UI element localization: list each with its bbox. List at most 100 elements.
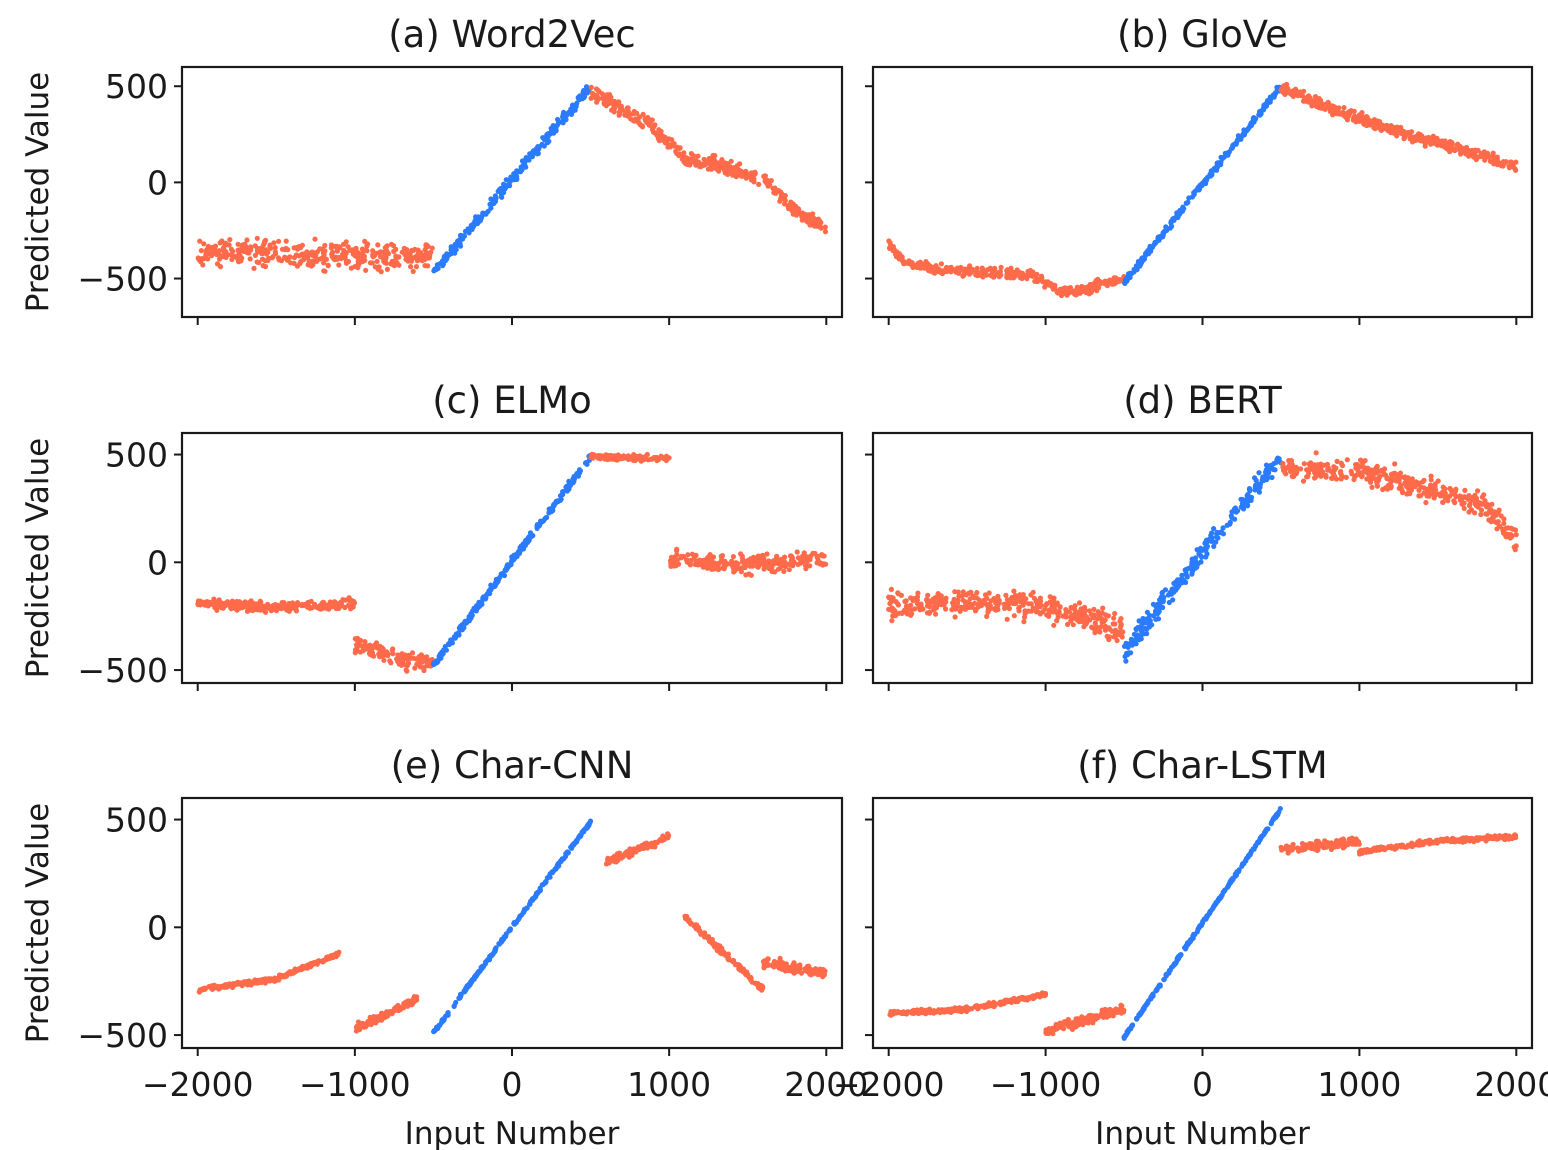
- data-point: [1184, 574, 1190, 580]
- data-point: [1440, 484, 1446, 490]
- data-point: [420, 665, 426, 671]
- data-point: [579, 829, 585, 835]
- data-point: [1166, 599, 1172, 606]
- data-point: [1167, 589, 1173, 595]
- data-point: [292, 966, 298, 972]
- data-point: [338, 255, 344, 261]
- data-point: [782, 201, 788, 207]
- data-point: [1287, 468, 1294, 474]
- data-point: [401, 661, 407, 668]
- series-3: [1280, 450, 1519, 553]
- data-point: [272, 602, 278, 608]
- data-point: [923, 597, 930, 603]
- data-point: [467, 616, 473, 622]
- series-5: [682, 913, 766, 993]
- data-point: [533, 890, 540, 896]
- data-point: [448, 637, 454, 643]
- data-point: [205, 243, 211, 249]
- data-point: [1030, 589, 1036, 595]
- data-point: [710, 152, 716, 159]
- data-point: [1501, 516, 1507, 522]
- data-point: [962, 600, 969, 606]
- data-point: [395, 1002, 401, 1009]
- data-point: [795, 555, 802, 561]
- data-point: [533, 146, 539, 152]
- data-point: [1369, 484, 1375, 490]
- data-point: [1272, 467, 1278, 473]
- data-point: [1220, 525, 1226, 531]
- data-point: [269, 255, 275, 261]
- data-point: [1008, 265, 1014, 271]
- data-point: [1492, 160, 1498, 166]
- data-point: [1513, 167, 1519, 173]
- data-point: [1289, 462, 1295, 468]
- data-point: [1197, 182, 1203, 188]
- data-point: [1285, 85, 1291, 92]
- data-point: [558, 496, 564, 502]
- series-2: [1121, 455, 1284, 664]
- data-point: [1267, 94, 1273, 100]
- data-point: [635, 118, 641, 124]
- data-point: [560, 489, 566, 495]
- data-point: [591, 452, 597, 458]
- data-point: [256, 259, 262, 266]
- panel-4: (d) BERT: [865, 379, 1534, 691]
- data-point: [974, 265, 980, 271]
- data-point: [386, 1010, 392, 1016]
- data-point: [1036, 598, 1042, 604]
- data-point: [649, 456, 655, 462]
- data-point: [1400, 489, 1406, 495]
- data-point: [1245, 502, 1251, 508]
- data-point: [654, 457, 660, 464]
- data-point: [1475, 147, 1481, 154]
- data-point: [316, 256, 322, 262]
- panel-title: (d) BERT: [1123, 379, 1282, 422]
- data-point: [1076, 619, 1082, 625]
- data-point: [728, 158, 734, 164]
- data-point: [1010, 600, 1017, 607]
- data-point: [1434, 135, 1440, 141]
- data-point: [1283, 471, 1289, 477]
- data-point: [456, 237, 462, 243]
- data-point: [974, 595, 980, 601]
- data-point: [1358, 114, 1364, 120]
- data-point: [1508, 159, 1514, 165]
- data-point: [378, 249, 384, 255]
- data-point: [930, 599, 936, 605]
- data-point: [1196, 187, 1202, 193]
- data-point: [822, 224, 828, 230]
- data-point: [694, 926, 700, 932]
- data-point: [332, 599, 338, 605]
- data-point: [802, 211, 808, 217]
- data-point: [1339, 473, 1345, 479]
- data-point: [374, 645, 380, 651]
- data-point: [910, 598, 916, 604]
- data-point: [247, 256, 253, 262]
- data-point: [1247, 487, 1253, 493]
- data-point: [758, 986, 764, 992]
- data-point: [1328, 475, 1335, 481]
- series-1: [195, 595, 357, 615]
- data-point: [473, 214, 479, 220]
- data-point: [375, 242, 381, 248]
- data-point: [341, 241, 347, 247]
- data-point: [691, 153, 697, 159]
- data-point: [822, 229, 829, 235]
- data-point: [441, 1017, 447, 1023]
- data-point: [772, 569, 778, 575]
- data-point: [1421, 485, 1427, 491]
- data-point: [328, 242, 335, 248]
- data-point: [1357, 464, 1364, 470]
- data-point: [252, 243, 258, 249]
- data-point: [453, 633, 459, 639]
- data-point: [1424, 139, 1430, 145]
- data-point: [306, 251, 312, 257]
- data-point: [200, 262, 206, 268]
- data-point: [786, 206, 792, 212]
- data-point: [938, 261, 945, 267]
- data-point: [1198, 559, 1204, 565]
- data-point: [417, 254, 424, 260]
- x-tick-label: −2000: [142, 1065, 254, 1104]
- data-point: [747, 975, 753, 981]
- series-1: [886, 586, 1126, 644]
